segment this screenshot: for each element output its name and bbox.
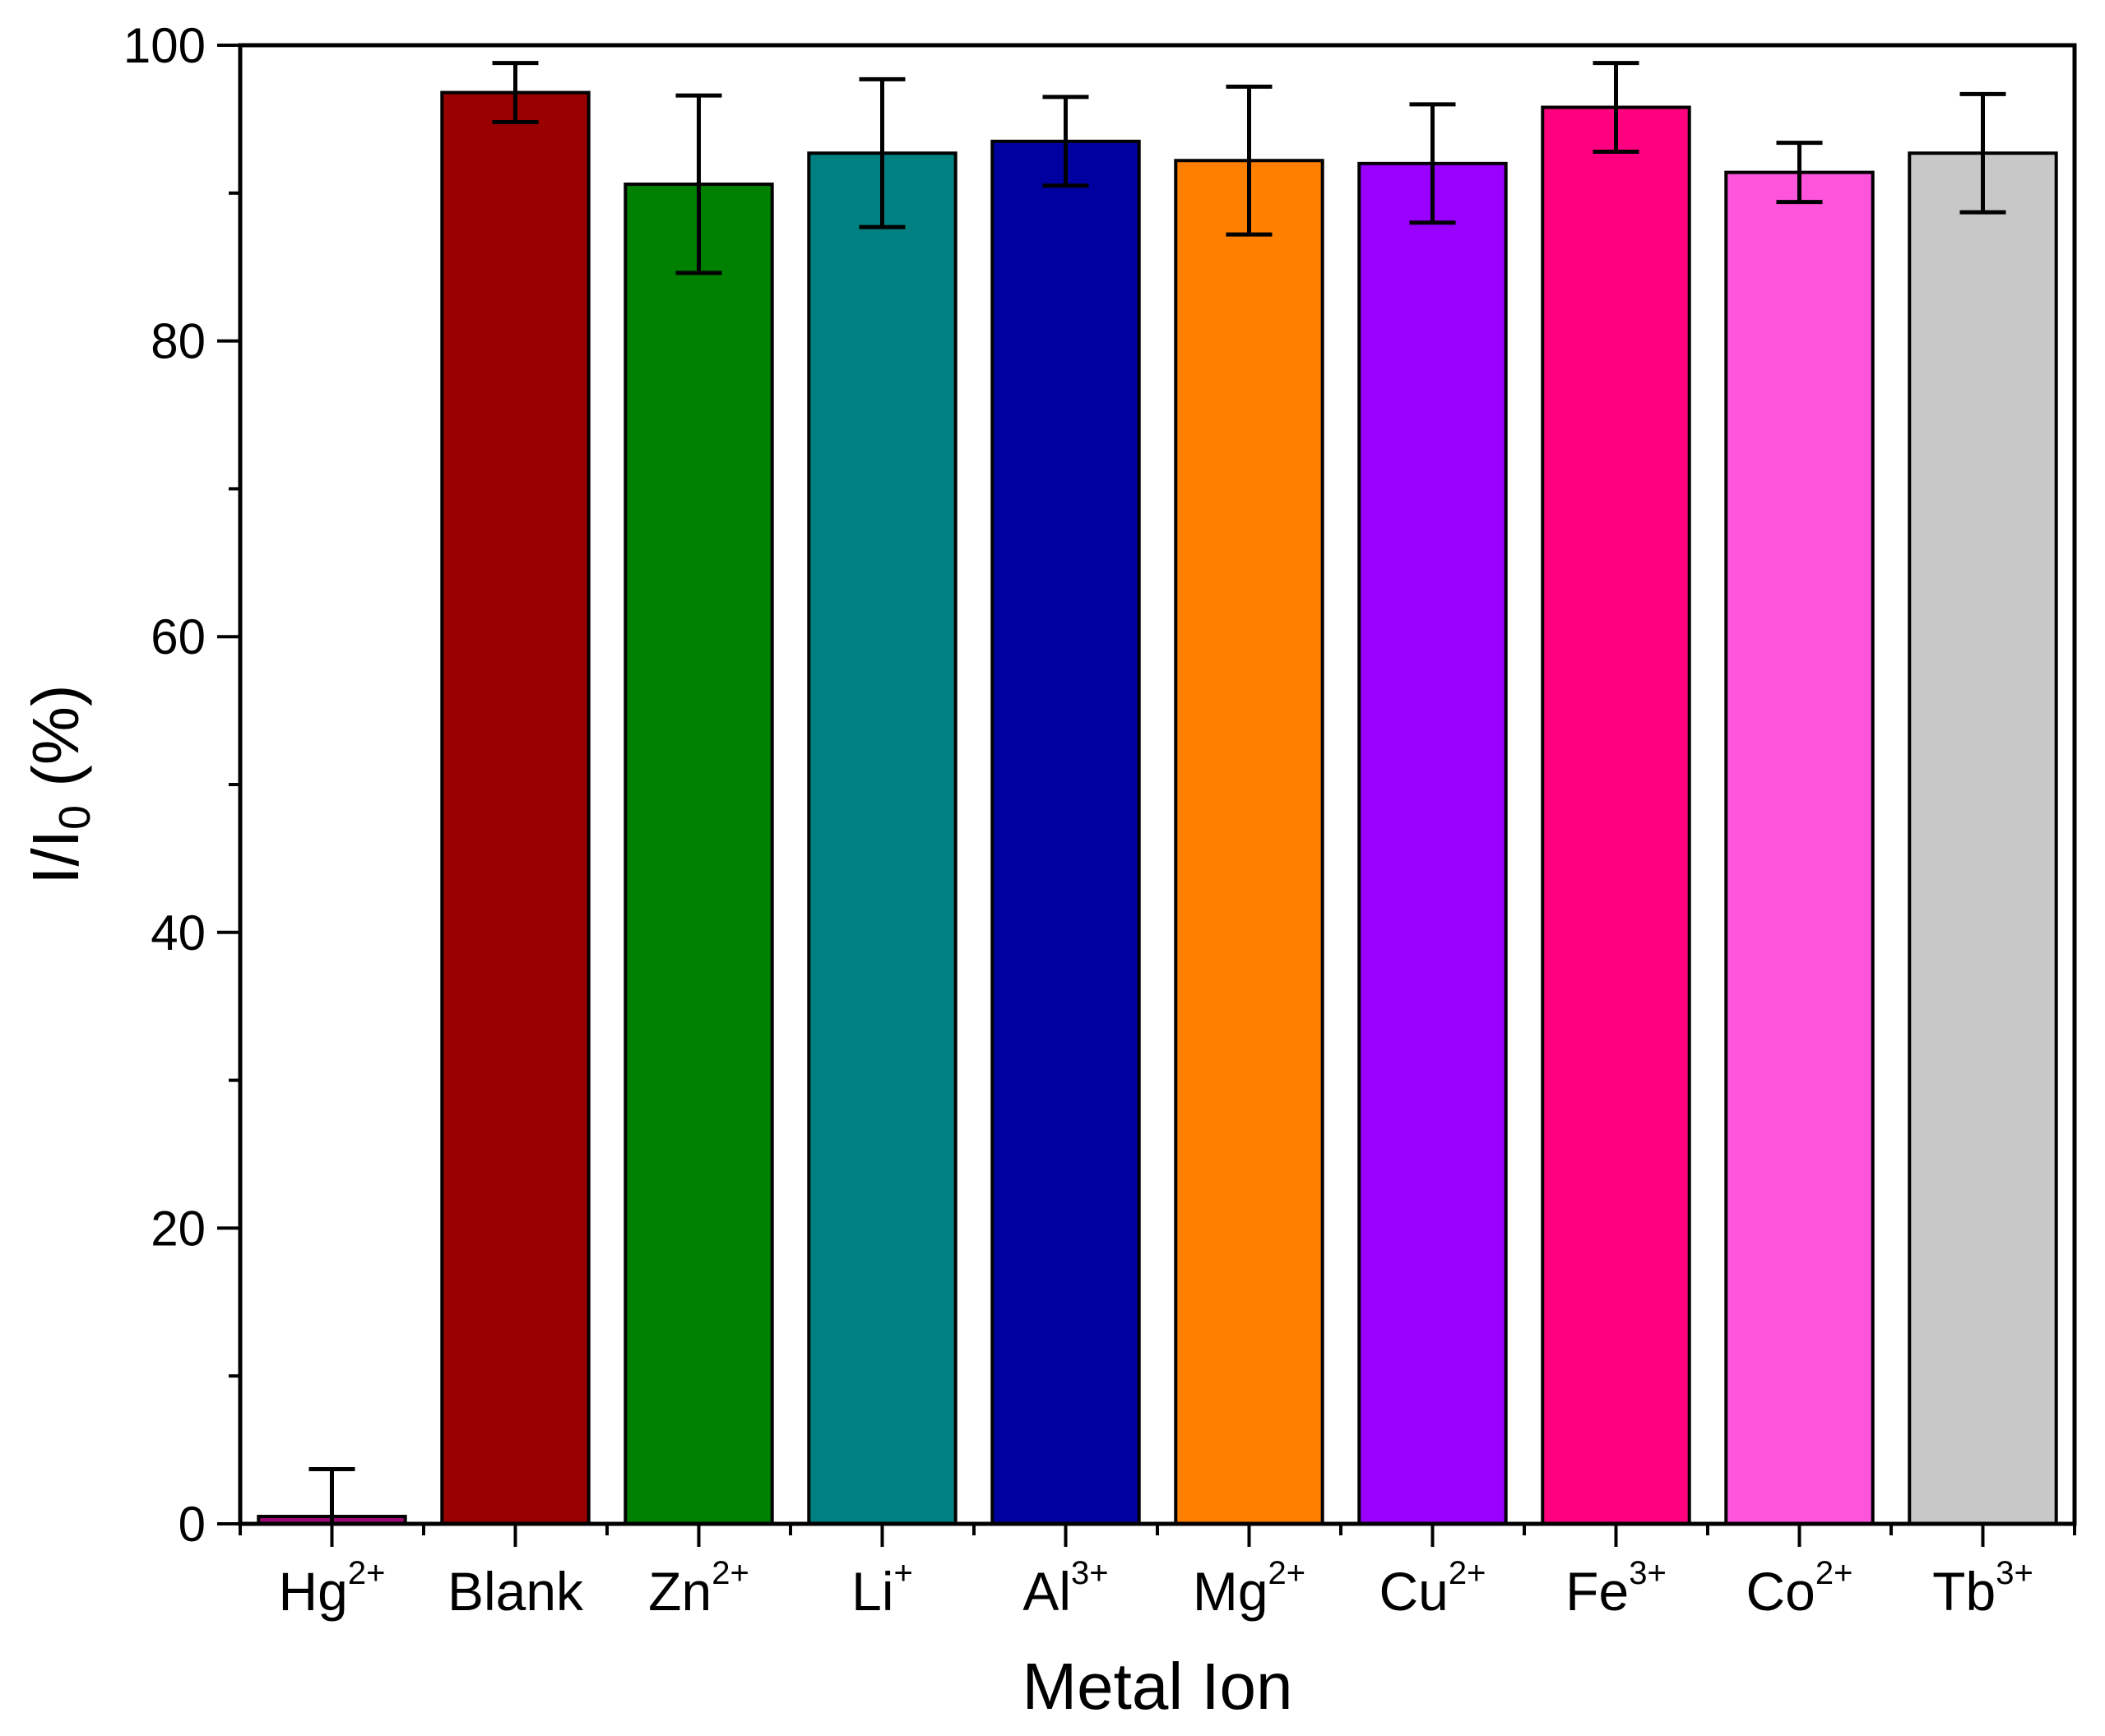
x-tick-label-base: Blank [447,1561,584,1622]
x-tick-label-superscript: + [894,1555,913,1591]
bar [990,139,1141,1525]
x-axis-title: Metal Ion [1022,1650,1292,1723]
y-tick-label: 60 [151,609,206,664]
error-bar [492,61,539,124]
y-axis-title-suffix: (%) [19,684,92,805]
x-tick-label-superscript: 2+ [712,1555,749,1591]
error-bar [1959,91,2006,215]
bar [1174,159,1324,1525]
y-tick-label: 20 [151,1201,206,1256]
x-tick-label: Al3+ [1022,1555,1108,1622]
error-bar [1776,141,1823,205]
x-axis: Hg2+ Blank Zn2+ Li+ Al3+ Mg2+ Cu2+ Fe3+ Co2+ Tb3+ [239,1524,2076,1622]
y-tick-label: 0 [179,1497,206,1552]
x-tick-label-base: Hg [279,1561,348,1622]
y-axis: 0 20 40 60 80 100 [123,18,240,1552]
x-tick-label-base: Li [851,1561,893,1622]
x-tick-label-superscript: 3+ [1071,1555,1109,1591]
x-tick-label-superscript: 2+ [348,1555,386,1591]
bars-group [257,90,2058,1526]
error-bar [1226,84,1273,237]
error-bar [859,76,906,229]
error-bar [675,93,722,275]
error-bar [308,1466,355,1524]
x-tick-label-superscript: 2+ [1449,1555,1486,1591]
error-bar [1409,102,1456,225]
x-tick-label-base: Co [1746,1561,1815,1622]
y-axis-title-base: I/I [19,830,92,885]
bar [1724,170,1875,1525]
x-tick-label-superscript: 2+ [1815,1555,1853,1591]
error-bar [1042,95,1089,188]
error-bars-group [308,61,2006,1524]
x-tick-label-superscript: 3+ [1996,1555,2033,1591]
x-tick-label: Co2+ [1746,1555,1853,1622]
x-tick-label: Mg2+ [1193,1555,1305,1622]
y-axis-title: I/I0 (%) [19,684,100,884]
x-tick-label: Tb3+ [1932,1555,2033,1622]
x-tick-label: Fe3+ [1565,1555,1667,1622]
x-tick-label: Li+ [851,1555,913,1622]
bar [440,90,591,1525]
bar [624,183,774,1526]
y-axis-title-subscript: 0 [50,805,100,830]
x-tick-label: Zn2+ [648,1555,749,1622]
y-tick-label: 40 [151,905,206,961]
x-tick-label-base: Mg [1193,1561,1268,1622]
bar [1357,161,1508,1526]
x-tick-label: Cu2+ [1379,1555,1486,1622]
x-tick-label-base: Fe [1565,1561,1629,1622]
x-tick-label: Hg2+ [279,1555,386,1622]
bar [1908,151,2058,1525]
y-tick-label: 100 [123,18,206,73]
error-bar [1593,61,1639,154]
bar [807,151,957,1525]
x-tick-label-base: Zn [648,1561,712,1622]
x-tick-label: Blank [447,1561,584,1622]
x-tick-label-superscript: 3+ [1629,1555,1667,1591]
x-tick-label-base: Cu [1379,1561,1449,1622]
bar [1541,105,1691,1526]
x-tick-label-base: Al [1022,1561,1071,1622]
y-tick-label: 80 [151,314,206,369]
x-tick-label-base: Tb [1932,1561,1996,1622]
x-tick-label-superscript: 2+ [1268,1555,1306,1591]
